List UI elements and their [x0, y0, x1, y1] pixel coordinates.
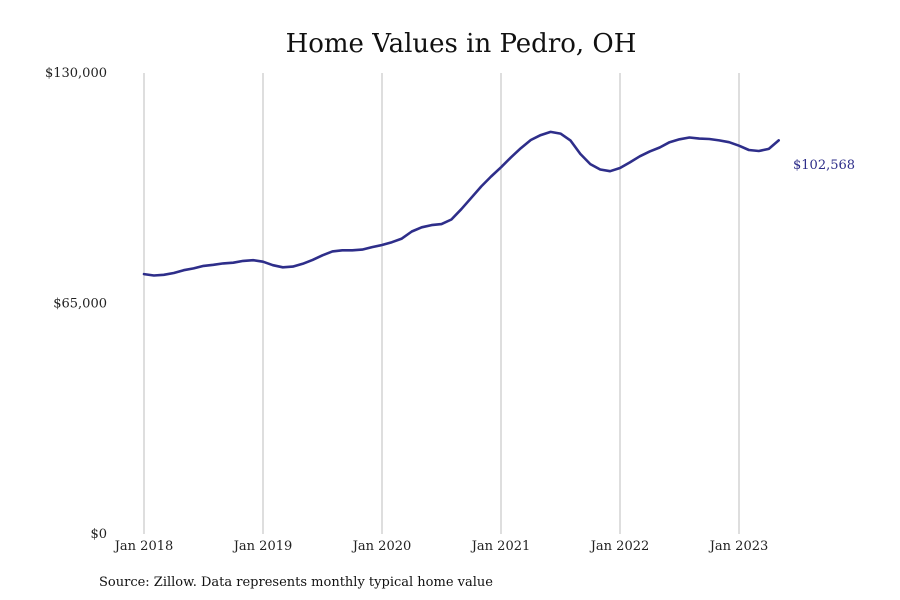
- y-axis-ticks: $130,000 $65,000 $0: [45, 66, 107, 542]
- x-tick-label: Jan 2021: [470, 539, 531, 554]
- x-tick-label: Jan 2019: [232, 539, 293, 554]
- y-tick-label: $130,000: [45, 66, 107, 81]
- y-tick-label: $65,000: [53, 297, 107, 312]
- x-tick-label: Jan 2020: [351, 539, 412, 554]
- x-tick-label: Jan 2018: [113, 539, 174, 554]
- source-note: Source: Zillow. Data represents monthly …: [99, 575, 493, 590]
- end-value-label: $102,568: [793, 158, 855, 173]
- x-tick-label: Jan 2023: [708, 539, 769, 554]
- x-axis-ticks: Jan 2018 Jan 2019 Jan 2020 Jan 2021 Jan 2022…: [113, 539, 769, 554]
- x-tick-label: Jan 2022: [589, 539, 650, 554]
- y-tick-label: $0: [90, 527, 107, 542]
- series-line: [142, 130, 780, 277]
- chart-title: Home Values in Pedro, OH: [286, 29, 637, 59]
- gridlines: [143, 73, 740, 534]
